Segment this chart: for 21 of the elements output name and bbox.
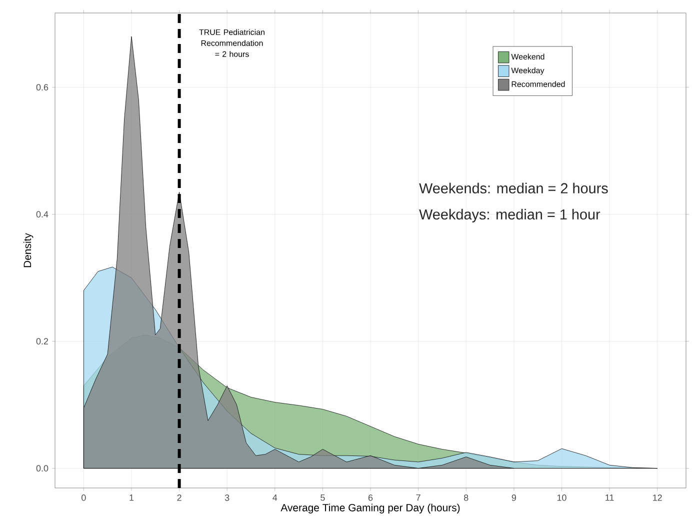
y-tick-label: 0.6 [36, 84, 48, 90]
annotation: Weekdays: median = 1 hour [419, 208, 600, 222]
x-tick-label: 6 [368, 494, 373, 501]
y-tick-label: 0.0 [36, 465, 48, 472]
x-tick-label: 2 [177, 494, 182, 501]
x-axis-title: Average Time Gaming per Day (hours) [280, 504, 460, 514]
y-axis-title: Density [23, 233, 34, 268]
x-tick-label: 3 [224, 494, 230, 501]
x-tick-label: 10 [557, 494, 566, 501]
x-tick-label: 12 [653, 494, 662, 501]
x-tick-label: 5 [320, 494, 325, 501]
x-tick-label: 7 [416, 494, 420, 501]
x-tick-label: 1 [130, 494, 134, 501]
x-tick-label: 8 [464, 494, 468, 501]
y-tick-label: 0.4 [36, 211, 48, 218]
x-tick-label: 9 [512, 494, 516, 501]
x-tick-label: 11 [606, 494, 614, 501]
y-tick-label: 0.2 [36, 338, 48, 344]
x-tick-label: 4 [272, 494, 278, 501]
x-tick-label: 0 [82, 494, 86, 501]
annotation: Weekends: median = 2 hours [419, 182, 608, 194]
